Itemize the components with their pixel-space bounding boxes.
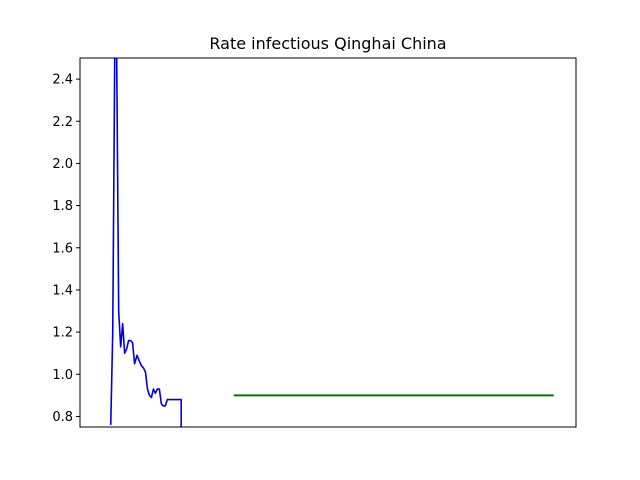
y-tick-label: 2.2 (52, 115, 73, 130)
plot-frame (79, 57, 577, 428)
y-tick-label: 1.2 (52, 326, 73, 341)
series-line-1 (109, 58, 182, 427)
y-tick-label: 1.6 (52, 241, 73, 256)
y-tick-label: 1.0 (52, 368, 73, 383)
plot-area (109, 58, 554, 427)
y-axis: 0.8 1.0 1.2 1.4 1.6 1.8 2.0 2.2 2.4 (52, 73, 80, 425)
y-tick-label: 2.4 (52, 73, 73, 88)
chart-title: Rate infectious Qinghai China (209, 34, 446, 53)
y-tick-label: 0.8 (52, 410, 73, 425)
y-tick-label: 1.8 (52, 199, 73, 214)
y-tick-label: 2.0 (52, 157, 73, 172)
y-tick-label: 1.4 (52, 283, 73, 298)
